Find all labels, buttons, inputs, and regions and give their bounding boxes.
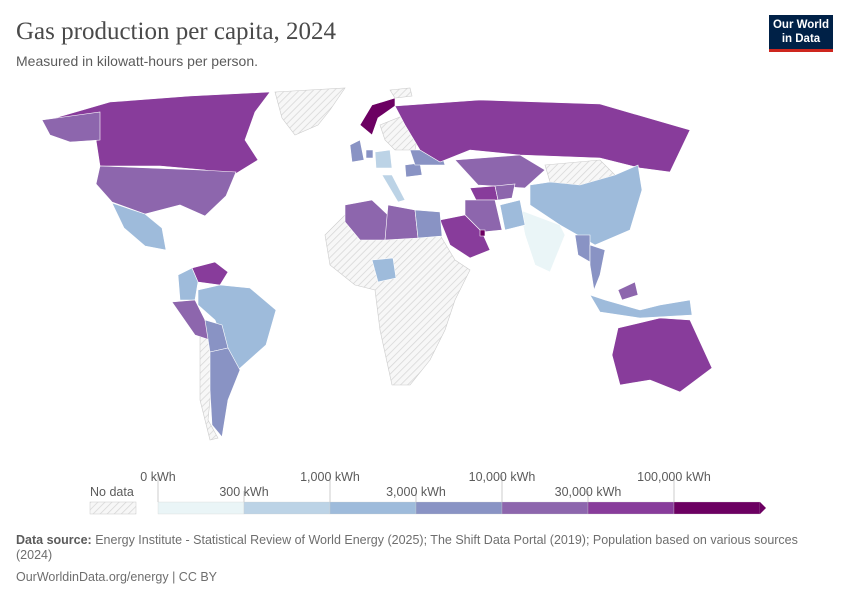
legend: No data 0 kWh 300 kWh 1,000 kWh 3,000 kWh 10… [89, 470, 766, 515]
logo-line2: in Data [781, 33, 821, 45]
country-mexico[interactable] [111, 202, 167, 251]
legend-bin-2[interactable] [329, 501, 417, 515]
legend-tick-label: 3,000 kWh [386, 485, 446, 499]
world-map [41, 87, 713, 441]
legend-bin-6[interactable] [673, 501, 761, 515]
logo-line1: Our World [772, 19, 829, 31]
svalbard[interactable] [389, 87, 413, 99]
legend-bin-1[interactable] [243, 501, 331, 515]
country-kazakhstan[interactable] [454, 154, 546, 189]
legend-tick-label: 30,000 kWh [555, 485, 622, 499]
source-label: Data source: [16, 533, 92, 547]
country-netherlands[interactable] [365, 149, 374, 159]
credit-link[interactable]: OurWorldinData.org/energy | CC BY [16, 570, 218, 584]
source-text: Energy Institute - Statistical Review of… [16, 533, 798, 562]
country-usa-alaska[interactable] [41, 111, 101, 143]
greenland[interactable] [274, 87, 346, 136]
chart-title: Gas production per capita, 2024 [16, 18, 337, 45]
country-india[interactable] [519, 209, 566, 273]
country-germany[interactable] [374, 149, 393, 169]
country-china[interactable] [529, 164, 643, 246]
legend-no-data-label: No data [90, 485, 134, 499]
country-qatar[interactable] [479, 229, 486, 237]
legend-bin-3[interactable] [415, 501, 503, 515]
country-uzbekistan[interactable] [494, 183, 516, 201]
country-egypt[interactable] [414, 209, 443, 239]
country-turkmenistan[interactable] [469, 185, 499, 201]
country-myanmar[interactable] [574, 234, 591, 263]
legend-tick-label: 1,000 kWh [300, 470, 360, 484]
legend-bin-4[interactable] [501, 501, 589, 515]
country-italy[interactable] [381, 174, 406, 203]
country-russia[interactable] [394, 99, 691, 173]
country-colombia[interactable] [177, 267, 199, 301]
legend-bin-0[interactable] [157, 501, 245, 515]
country-australia[interactable] [611, 317, 713, 393]
legend-bin-5[interactable] [587, 501, 675, 515]
legend-tick-label: 10,000 kWh [469, 470, 536, 484]
legend-tick-label: 0 kWh [140, 470, 175, 484]
owid-logo[interactable]: Our World in Data [769, 15, 833, 52]
legend-tick-label: 100,000 kWh [637, 470, 711, 484]
country-nigeria[interactable] [371, 257, 397, 283]
country-usa[interactable] [95, 165, 237, 217]
country-saudi-arabia[interactable] [439, 214, 491, 259]
country-malaysia[interactable] [617, 281, 639, 301]
legend-tick-label: 300 kWh [219, 485, 268, 499]
country-thailand[interactable] [589, 244, 606, 292]
country-brazil[interactable] [197, 284, 277, 371]
country-libya[interactable] [384, 204, 419, 241]
country-argentina[interactable] [209, 347, 241, 438]
legend-arrow [760, 502, 766, 514]
country-canada[interactable] [54, 91, 271, 177]
legend-no-data-swatch[interactable] [89, 501, 137, 515]
country-pakistan[interactable] [499, 199, 526, 231]
country-indonesia[interactable] [589, 294, 693, 319]
chart-subtitle: Measured in kilowatt-hours per person. [16, 53, 259, 69]
country-uk[interactable] [349, 139, 365, 163]
data-source: Data source: Energy Institute - Statisti… [16, 533, 826, 563]
